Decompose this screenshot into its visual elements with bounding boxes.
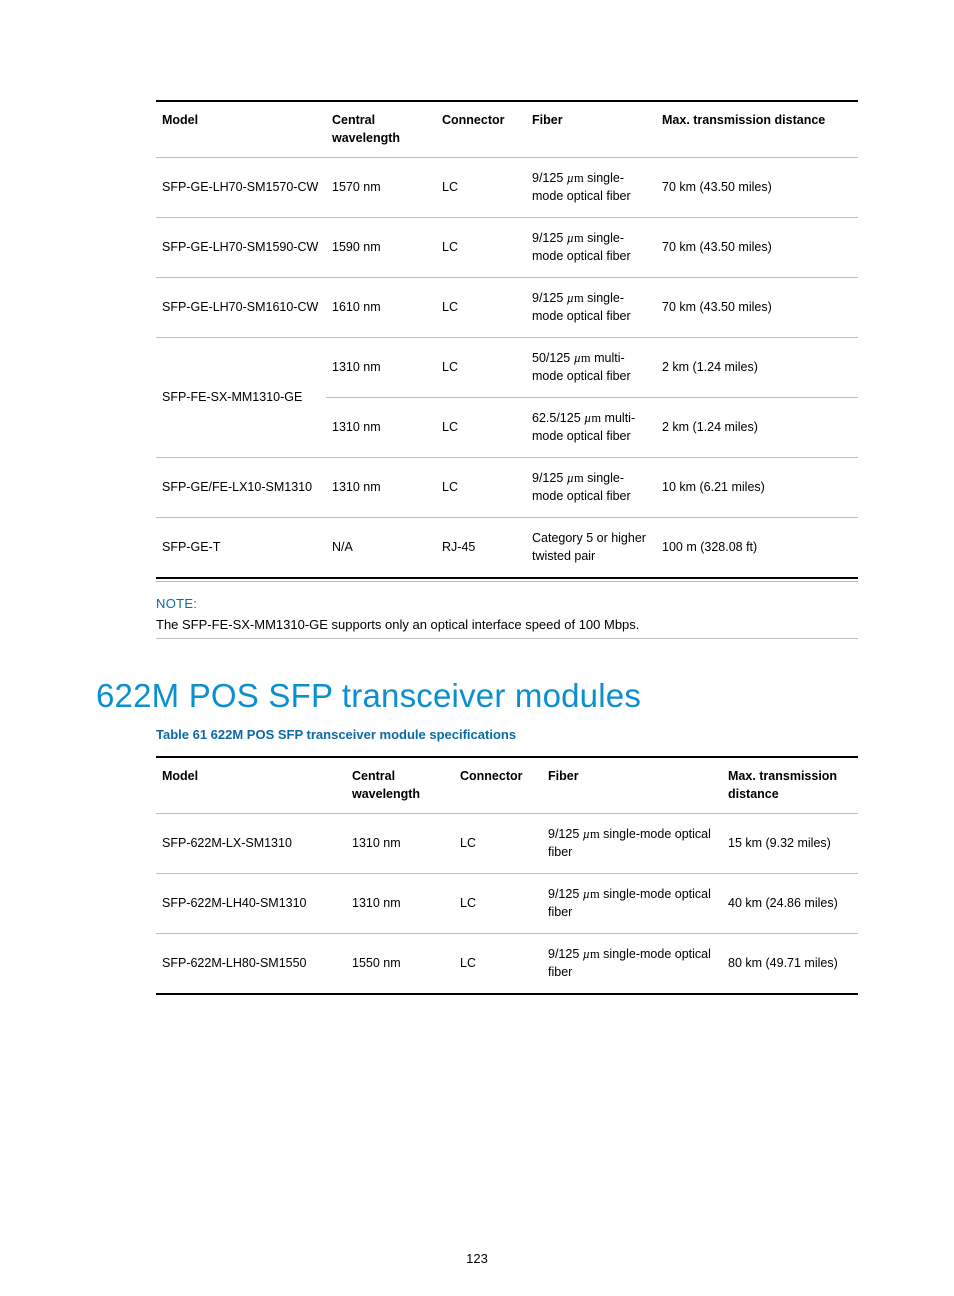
cell-distance: 70 km (43.50 miles) — [656, 218, 858, 278]
cell-model: SFP-622M-LX-SM1310 — [156, 814, 346, 874]
note-label: NOTE: — [156, 596, 858, 611]
table-row: SFP-622M-LH40-SM13101310 nmLC9/125 µm si… — [156, 874, 858, 934]
table-row: SFP-FE-SX-MM1310-GE1310 nmLC50/125 µm mu… — [156, 338, 858, 398]
table-header-row: Model Central wavelength Connector Fiber… — [156, 101, 858, 158]
cell-connector: LC — [436, 278, 526, 338]
cell-distance: 100 m (328.08 ft) — [656, 518, 858, 579]
cell-wavelength: 1310 nm — [346, 874, 454, 934]
table-row: SFP-GE-LH70-SM1590-CW1590 nmLC9/125 µm s… — [156, 218, 858, 278]
cell-distance: 2 km (1.24 miles) — [656, 338, 858, 398]
cell-wavelength: 1610 nm — [326, 278, 436, 338]
table-row: SFP-GE/FE-LX10-SM13101310 nmLC9/125 µm s… — [156, 458, 858, 518]
cell-distance: 80 km (49.71 miles) — [722, 934, 858, 995]
col-header: Central wavelength — [326, 101, 436, 158]
cell-distance: 15 km (9.32 miles) — [722, 814, 858, 874]
cell-model: SFP-FE-SX-MM1310-GE — [156, 338, 326, 458]
cell-connector: LC — [436, 158, 526, 218]
table-row: SFP-GE-LH70-SM1610-CW1610 nmLC9/125 µm s… — [156, 278, 858, 338]
cell-fiber: Category 5 or higher twisted pair — [526, 518, 656, 579]
note-block: NOTE: The SFP-FE-SX-MM1310-GE supports o… — [156, 581, 858, 639]
col-header: Model — [156, 757, 346, 814]
cell-fiber: 9/125 µm single-mode optical fiber — [526, 278, 656, 338]
col-header: Connector — [436, 101, 526, 158]
cell-model: SFP-GE-T — [156, 518, 326, 579]
table-caption: Table 61 622M POS SFP transceiver module… — [156, 727, 858, 742]
col-header: Fiber — [526, 101, 656, 158]
col-header: Max. transmission distance — [656, 101, 858, 158]
cell-fiber: 9/125 µm single-mode optical fiber — [526, 158, 656, 218]
cell-connector: LC — [454, 814, 542, 874]
cell-wavelength: 1310 nm — [326, 338, 436, 398]
note-text: The SFP-FE-SX-MM1310-GE supports only an… — [156, 617, 858, 639]
transceiver-table-1: Model Central wavelength Connector Fiber… — [156, 100, 858, 579]
table-row: SFP-622M-LH80-SM15501550 nmLC9/125 µm si… — [156, 934, 858, 995]
cell-model: SFP-GE/FE-LX10-SM1310 — [156, 458, 326, 518]
cell-wavelength: 1310 nm — [346, 814, 454, 874]
col-header: Central wavelength — [346, 757, 454, 814]
cell-distance: 2 km (1.24 miles) — [656, 398, 858, 458]
cell-connector: LC — [436, 338, 526, 398]
section-heading: 622M POS SFP transceiver modules — [96, 677, 858, 715]
cell-distance: 40 km (24.86 miles) — [722, 874, 858, 934]
cell-connector: LC — [436, 218, 526, 278]
cell-wavelength: 1590 nm — [326, 218, 436, 278]
cell-connector: LC — [436, 458, 526, 518]
cell-connector: LC — [454, 934, 542, 995]
cell-distance: 70 km (43.50 miles) — [656, 278, 858, 338]
cell-wavelength: N/A — [326, 518, 436, 579]
cell-connector: LC — [436, 398, 526, 458]
cell-distance: 70 km (43.50 miles) — [656, 158, 858, 218]
cell-fiber: 9/125 µm single-mode optical fiber — [542, 874, 722, 934]
cell-wavelength: 1570 nm — [326, 158, 436, 218]
page-number: 123 — [0, 1251, 954, 1266]
cell-fiber: 9/125 µm single-mode optical fiber — [526, 218, 656, 278]
col-header: Model — [156, 101, 326, 158]
cell-fiber: 50/125 µm multi-mode optical fiber — [526, 338, 656, 398]
col-header: Max. transmission distance — [722, 757, 858, 814]
cell-model: SFP-622M-LH80-SM1550 — [156, 934, 346, 995]
cell-wavelength: 1310 nm — [326, 398, 436, 458]
table-row: SFP-622M-LX-SM13101310 nmLC9/125 µm sing… — [156, 814, 858, 874]
cell-connector: RJ-45 — [436, 518, 526, 579]
table-row: SFP-GE-LH70-SM1570-CW1570 nmLC9/125 µm s… — [156, 158, 858, 218]
cell-fiber: 62.5/125 µm multi-mode optical fiber — [526, 398, 656, 458]
col-header: Fiber — [542, 757, 722, 814]
cell-wavelength: 1550 nm — [346, 934, 454, 995]
col-header: Connector — [454, 757, 542, 814]
cell-distance: 10 km (6.21 miles) — [656, 458, 858, 518]
page-content: Model Central wavelength Connector Fiber… — [156, 100, 858, 995]
transceiver-table-2: Model Central wavelength Connector Fiber… — [156, 756, 858, 995]
table-header-row: Model Central wavelength Connector Fiber… — [156, 757, 858, 814]
cell-model: SFP-GE-LH70-SM1610-CW — [156, 278, 326, 338]
cell-model: SFP-GE-LH70-SM1570-CW — [156, 158, 326, 218]
cell-fiber: 9/125 µm single-mode optical fiber — [542, 934, 722, 995]
cell-fiber: 9/125 µm single-mode optical fiber — [526, 458, 656, 518]
table-row: SFP-GE-TN/ARJ-45Category 5 or higher twi… — [156, 518, 858, 579]
cell-model: SFP-622M-LH40-SM1310 — [156, 874, 346, 934]
cell-fiber: 9/125 µm single-mode optical fiber — [542, 814, 722, 874]
cell-connector: LC — [454, 874, 542, 934]
cell-wavelength: 1310 nm — [326, 458, 436, 518]
cell-model: SFP-GE-LH70-SM1590-CW — [156, 218, 326, 278]
